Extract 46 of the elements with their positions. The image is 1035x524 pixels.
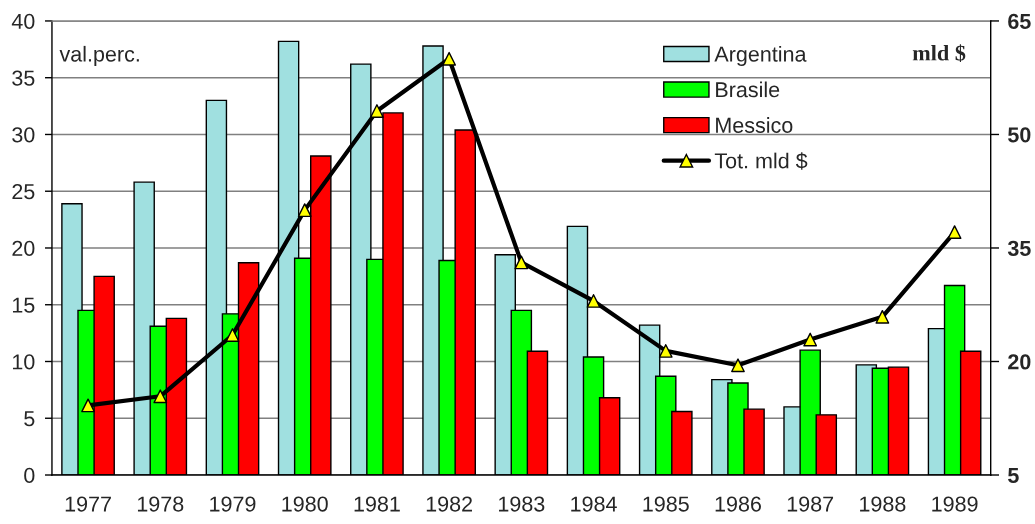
- legend-label: Tot. mld $: [714, 152, 808, 170]
- point: [225, 328, 240, 342]
- point: [875, 309, 890, 324]
- point: [442, 51, 457, 66]
- x-tick-label: 1982: [426, 496, 472, 512]
- y2-tick-label: 50: [1008, 127, 1031, 143]
- point: [586, 294, 601, 308]
- x-tick-label: 1987: [787, 496, 834, 512]
- y2-tick-label: 5: [1008, 468, 1019, 484]
- y2-tick-label: 20: [1008, 354, 1031, 370]
- x-tick-label: 1989: [932, 496, 978, 512]
- point: [731, 358, 745, 373]
- point: [297, 203, 312, 218]
- x-tick-label: 1977: [65, 496, 111, 512]
- y-tick-label: 0: [24, 467, 35, 484]
- y2-axis-title: mld $: [912, 44, 966, 63]
- x-tick-label: 1988: [860, 496, 906, 512]
- y-tick-label: 15: [12, 297, 35, 313]
- x-tick-label: 1979: [210, 496, 256, 512]
- x-tick-label: 1978: [137, 496, 184, 512]
- legend-label: Brasile: [716, 81, 780, 98]
- y-tick-label: 10: [12, 354, 35, 370]
- y2-tick-label: 35: [1007, 240, 1031, 257]
- point: [514, 255, 529, 270]
- y2-tick-label: 65: [1008, 13, 1031, 29]
- y-axis-title: val.perc.: [59, 45, 139, 66]
- x-tick-label: 1980: [282, 496, 328, 512]
- y-tick-label: 25: [12, 184, 35, 200]
- x-tick-label: 1984: [571, 496, 617, 512]
- x-tick-label: 1983: [499, 496, 545, 512]
- y-tick-label: 5: [24, 411, 35, 427]
- point: [658, 343, 673, 358]
- point: [153, 389, 168, 404]
- legend-label: Argentina: [714, 45, 807, 66]
- y-tick-label: 20: [12, 240, 35, 256]
- point: [803, 332, 818, 347]
- point: [947, 225, 962, 239]
- legend-label: Messico: [716, 117, 793, 133]
- x-tick-label: 1981: [354, 496, 400, 512]
- y-tick-label: 35: [12, 70, 35, 86]
- x-tick-label: 1986: [715, 496, 761, 512]
- y-tick-label: 30: [12, 127, 35, 143]
- y-tick-label: 40: [11, 13, 35, 29]
- x-tick-label: 1985: [643, 496, 689, 512]
- point: [370, 104, 384, 118]
- point: [81, 398, 95, 413]
